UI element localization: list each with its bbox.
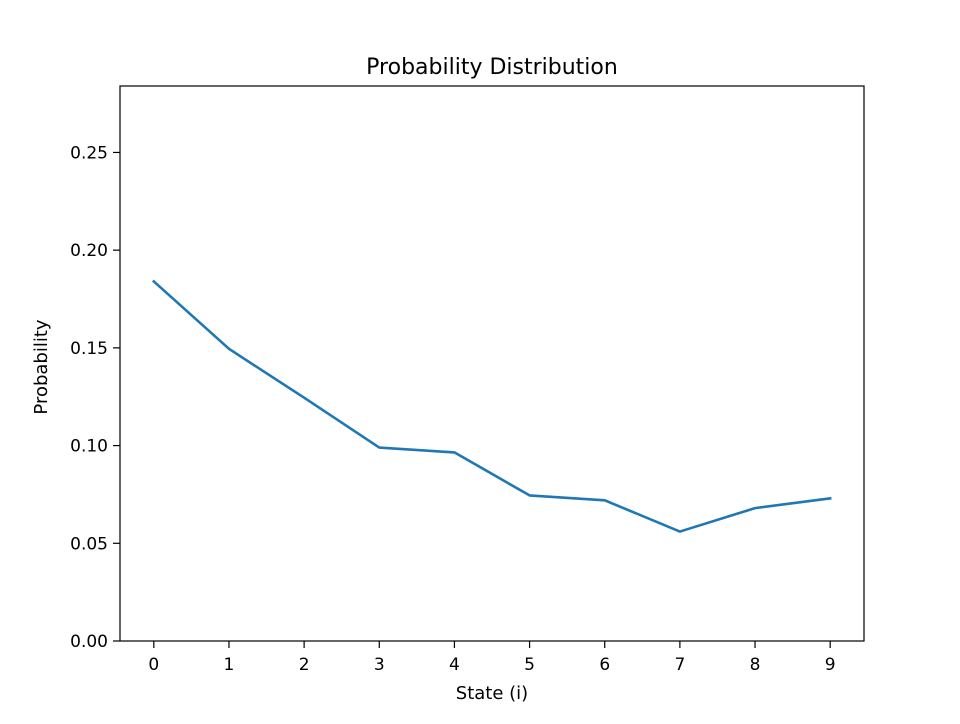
plot-frame (119, 85, 865, 642)
y-tick-label: 0.00 (70, 632, 108, 652)
x-tick-label: 4 (449, 655, 460, 675)
series-line-0 (151, 279, 832, 533)
x-tick-label: 8 (750, 655, 761, 675)
x-tick-label: 0 (148, 655, 159, 675)
x-tick-label: 9 (825, 655, 836, 675)
y-tick-label: 0.10 (70, 437, 108, 457)
y-tick-label: 0.15 (70, 339, 108, 359)
y-tick-label: 0.05 (70, 534, 108, 554)
x-tick-label: 6 (599, 655, 610, 675)
x-tick-label: 2 (299, 655, 310, 675)
chart-title: Probability Distribution (366, 55, 618, 80)
plot-area: 0 1 2 3 4 5 6 7 8 9 0.00 0.05 0.10 0.15 0.20 0.25 (70, 85, 865, 675)
x-tick-label: 7 (674, 655, 685, 675)
x-axis-label: State (i) (456, 683, 528, 704)
x-tick-label: 3 (374, 655, 385, 675)
y-axis-label: Probability (31, 319, 52, 414)
y-tick-label: 0.20 (70, 241, 108, 261)
x-tick-label: 1 (224, 655, 235, 675)
x-tick-label: 5 (524, 655, 535, 675)
y-tick-label: 0.25 (70, 143, 108, 163)
